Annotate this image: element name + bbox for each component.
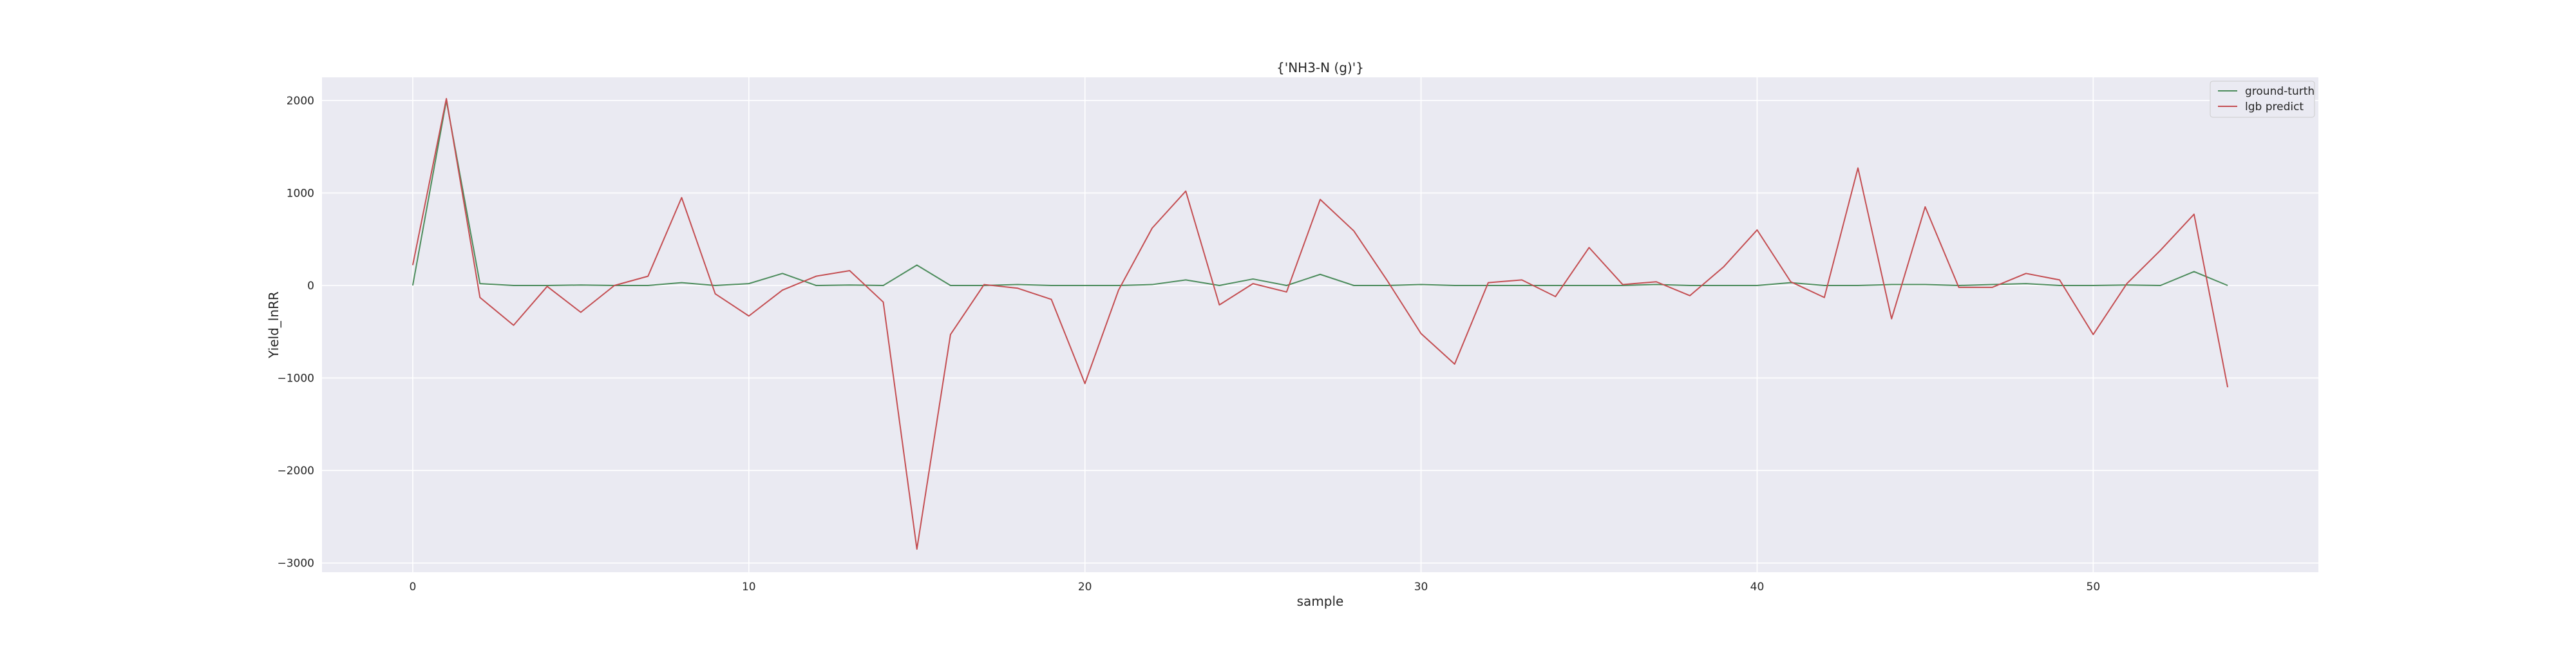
x-tick-label: 30 <box>1414 581 1428 594</box>
x-tick-label: 10 <box>742 581 756 594</box>
grid-lines <box>322 77 2318 572</box>
y-tick-label: −1000 <box>277 372 314 385</box>
y-tick-label: 0 <box>307 280 314 293</box>
y-axis-label: Yield_lnRR <box>266 291 281 359</box>
y-tick-label: 1000 <box>287 187 314 200</box>
y-tick-label: −2000 <box>277 465 314 478</box>
x-tick-label: 40 <box>1750 581 1765 594</box>
legend: ground-turth lgb predict <box>2210 81 2315 118</box>
x-tick-label: 50 <box>2087 581 2101 594</box>
plot-background <box>322 77 2318 572</box>
chart-title: {'NH3-N (g)'} <box>1276 60 1364 75</box>
legend-label-ground-turth: ground-turth <box>2245 85 2315 98</box>
x-axis-label: sample <box>1297 594 1344 609</box>
series-line-lgb-predict <box>412 98 2229 550</box>
y-tick-label: −3000 <box>277 557 314 570</box>
legend-label-lgb-predict: lgb predict <box>2245 101 2304 113</box>
x-tick-label: 0 <box>409 581 416 594</box>
tick-labels: 0 10 20 30 40 50 −3000 −2000 −1000 0 1000 2000 <box>277 95 2100 594</box>
x-tick-label: 20 <box>1078 581 1092 594</box>
series-lines <box>412 98 2229 550</box>
series-line-ground-turth <box>412 99 2228 286</box>
y-tick-label: 2000 <box>287 95 314 108</box>
